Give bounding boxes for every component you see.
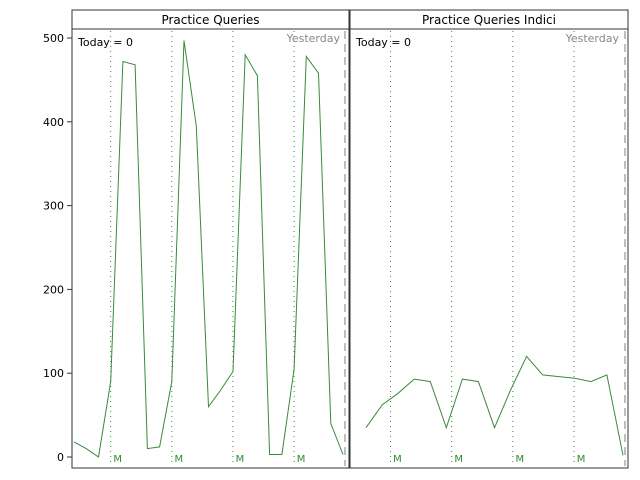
panel-frame-1 <box>349 9 629 469</box>
series-line-1-0 <box>365 355 624 456</box>
today-label-0: Today = 0 <box>77 36 133 49</box>
y-tick-label-0: 0 <box>57 451 64 464</box>
y-tick-label-2: 200 <box>43 283 64 296</box>
y-tick-label-1: 100 <box>43 367 64 380</box>
y-tick-label-5: 500 <box>43 32 64 45</box>
monday-label-0-1: M <box>174 454 183 465</box>
panel-title-1: Practice Queries Indici <box>422 13 556 27</box>
panel-title-box-0 <box>71 9 350 30</box>
panel-title-0: Practice Queries <box>161 13 259 27</box>
monday-label-1-2: M <box>516 454 525 465</box>
monday-label-0-3: M <box>297 454 306 465</box>
yesterday-label-1: Yesterday <box>565 32 620 45</box>
series-line-0-0 <box>73 40 344 458</box>
monday-label-0-0: M <box>113 454 122 465</box>
yesterday-label-0: Yesterday <box>286 32 341 45</box>
monday-label-1-0: M <box>393 454 402 465</box>
monday-label-1-3: M <box>577 454 586 465</box>
monday-label-1-1: M <box>454 454 463 465</box>
y-tick-label-4: 400 <box>43 116 64 129</box>
today-label-1: Today = 0 <box>355 36 411 49</box>
panel-title-box-1 <box>349 9 629 30</box>
panel-frame-0 <box>71 9 350 469</box>
y-tick-label-3: 300 <box>43 200 64 213</box>
monday-label-0-2: M <box>236 454 245 465</box>
